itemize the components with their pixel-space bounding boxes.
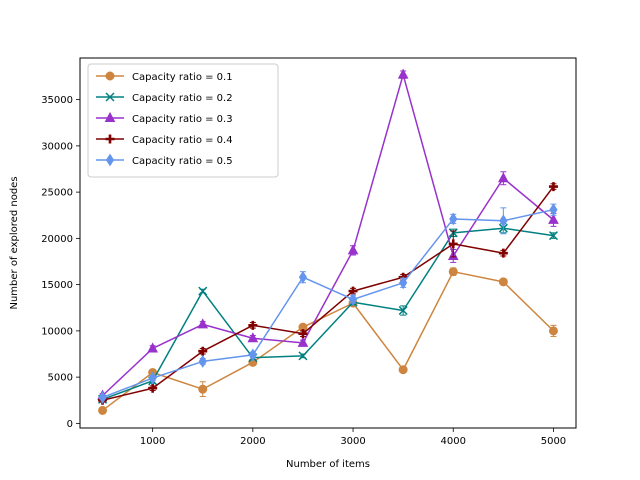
data-point-marker [548,326,558,336]
data-point-marker [248,320,258,330]
data-point-marker [347,244,359,255]
y-tick-label: 25000 [41,188,73,199]
data-point-marker [104,111,116,122]
y-tick-label: 5000 [48,373,73,384]
data-point-marker [398,365,408,375]
legend-entry: Capacity ratio = 0.1 [96,71,233,83]
legend-label: Capacity ratio = 0.2 [132,93,233,104]
data-point-marker [197,318,209,329]
data-point-marker [148,371,157,385]
data-point-marker [298,270,308,284]
y-axis-label: Number of explored nodes [9,176,20,309]
data-point-marker [448,239,458,249]
series-5 [98,203,558,404]
legend-entry: Capacity ratio = 0.5 [96,153,233,167]
series-3 [97,68,559,400]
data-point-marker [548,182,558,192]
y-tick-label: 35000 [41,95,73,106]
plot-frame [79,57,577,429]
data-point-marker [498,172,509,183]
series-line [102,73,554,397]
y-tick-label: 30000 [41,141,73,152]
x-tick-label: 2000 [240,436,265,447]
x-axis-ticks: 1000 2000 3000 4000 5000 [140,428,566,447]
data-point-marker [548,231,558,241]
data-point-marker [297,336,309,347]
series-line [102,270,554,412]
series-line [102,208,554,399]
data-point-marker [348,292,358,306]
x-tick-label: 4000 [441,436,466,447]
data-point-marker [498,248,508,258]
data-point-marker [397,68,409,79]
series-layer [97,68,559,415]
data-point-marker [198,384,208,394]
x-tick-label: 1000 [140,436,165,447]
data-point-marker [198,354,207,368]
legend-box [87,63,279,178]
x-axis-label: Number of items [286,459,370,470]
y-tick-label: 0 [67,419,73,430]
data-point-marker [198,286,208,296]
data-point-marker [247,332,259,343]
data-point-marker [549,203,558,217]
data-point-marker [548,213,559,224]
data-point-marker [198,346,208,356]
data-point-marker [148,383,158,393]
legend-entry: Capacity ratio = 0.2 [96,92,233,104]
data-point-marker [147,342,158,353]
data-point-marker [98,405,108,415]
data-point-marker [398,305,408,316]
y-tick-label: 20000 [41,234,73,245]
x-tick-label: 3000 [340,436,365,447]
legend-label: Capacity ratio = 0.3 [132,114,233,125]
legend-entry: Capacity ratio = 0.3 [96,111,233,125]
y-tick-label: 15000 [41,280,73,291]
data-point-marker [298,351,308,361]
data-point-marker [399,276,408,290]
data-point-marker [298,329,308,339]
data-point-marker [105,153,115,167]
y-axis-ticks: 0 5000 10000 15000 20000 25000 30000 35000 [41,95,80,430]
legend-entry: Capacity ratio = 0.4 [96,134,233,146]
legend-label: Capacity ratio = 0.1 [132,72,233,83]
data-point-marker [498,277,508,287]
data-point-marker [248,348,257,362]
legend: Capacity ratio = 0.1 Capacity ratio = 0.2… [87,63,279,178]
data-point-marker [105,134,115,144]
y-tick-label: 10000 [41,326,73,337]
data-point-marker [105,92,115,102]
data-point-marker [448,267,458,277]
data-point-marker [105,71,115,81]
data-point-marker [449,212,458,226]
x-tick-label: 5000 [541,436,566,447]
legend-label: Capacity ratio = 0.5 [132,156,233,167]
legend-label: Capacity ratio = 0.4 [132,135,233,146]
data-point-marker [98,391,107,404]
data-point-marker [499,214,508,228]
